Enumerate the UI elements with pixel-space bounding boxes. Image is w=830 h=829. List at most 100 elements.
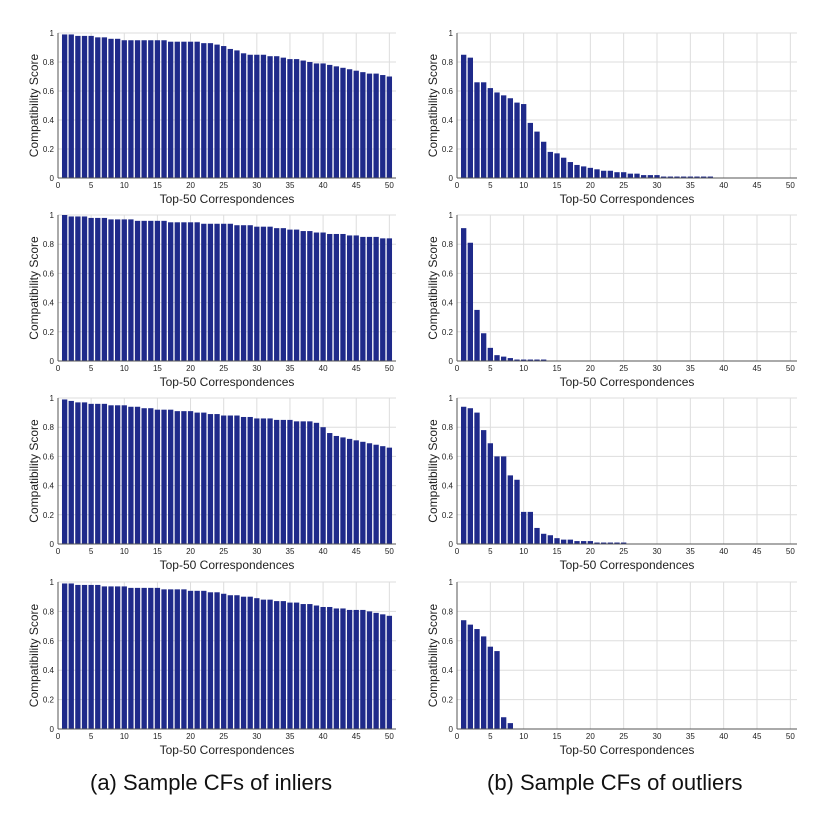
bar [227, 415, 233, 544]
bar [474, 412, 480, 544]
y-tick-label: 1 [449, 29, 454, 38]
bar [68, 216, 74, 361]
bar [521, 359, 527, 361]
y-tick-label: 0.4 [43, 482, 55, 491]
bar [161, 40, 167, 178]
bar [293, 602, 300, 729]
bar [534, 527, 540, 544]
y-tick-label: 0.4 [442, 299, 454, 308]
bar [88, 584, 94, 729]
bar [194, 590, 200, 729]
bar [574, 541, 580, 544]
bar [254, 54, 260, 178]
x-tick-label: 40 [319, 732, 328, 741]
bar [467, 624, 473, 729]
bar [607, 542, 613, 544]
bar [474, 629, 480, 729]
x-tick-label: 45 [753, 181, 762, 190]
bar [386, 76, 393, 178]
bar [494, 651, 500, 729]
bar [181, 222, 187, 361]
bar [373, 236, 379, 361]
x-tick-label: 0 [56, 732, 61, 741]
bar [114, 219, 121, 361]
x-tick-label: 0 [56, 364, 61, 373]
bar [567, 539, 573, 544]
bar [267, 418, 273, 544]
bar [234, 595, 240, 729]
y-tick-label: 0.2 [442, 145, 454, 154]
x-tick-label: 30 [252, 547, 261, 556]
x-tick-label: 10 [519, 547, 528, 556]
bar [194, 222, 200, 361]
x-tick-label: 5 [89, 547, 94, 556]
bar [108, 586, 114, 729]
y-tick-label: 0.6 [43, 637, 55, 646]
bar [81, 402, 88, 544]
x-tick-label: 40 [719, 547, 728, 556]
bar [214, 223, 220, 361]
x-tick-label: 30 [252, 732, 261, 741]
y-tick-label: 0.8 [43, 58, 55, 67]
bar [366, 443, 373, 544]
y-tick-label: 0.2 [442, 328, 454, 337]
chart-inliers-4: 00.20.40.60.810 5 10 15 20 25 30 35 40 45 50Top-50… [27, 578, 396, 757]
bar [214, 44, 220, 178]
x-tick-label: 50 [385, 364, 394, 373]
bar [201, 412, 207, 544]
bar [333, 66, 340, 178]
bar [601, 170, 607, 178]
x-tick-label: 25 [219, 181, 228, 190]
bar [75, 35, 81, 179]
x-tick-label: 15 [553, 364, 562, 373]
y-tick-label: 0 [50, 725, 55, 734]
x-tick-label: 35 [686, 364, 695, 373]
y-axis-label: Compatibility Score [27, 419, 41, 523]
bar [280, 228, 286, 361]
bar [174, 411, 180, 544]
bar [561, 157, 567, 178]
bar [333, 233, 340, 361]
bar [95, 403, 101, 544]
y-tick-label: 1 [449, 211, 454, 220]
y-tick-label: 0.8 [43, 423, 55, 432]
x-tick-label: 25 [619, 181, 628, 190]
bar [81, 35, 88, 179]
y-tick-label: 0.2 [43, 511, 55, 520]
x-tick-label: 0 [56, 181, 61, 190]
x-tick-label: 20 [586, 364, 595, 373]
x-tick-label: 25 [619, 732, 628, 741]
bar [567, 162, 573, 178]
x-tick-label: 35 [286, 364, 295, 373]
bar [88, 217, 94, 361]
bar [108, 219, 114, 361]
bar [487, 88, 493, 178]
chart-inliers-3: 00.20.40.60.810 5 10 15 20 25 30 35 40 45 50Top-50… [27, 394, 396, 572]
bar [327, 233, 333, 361]
bar [380, 446, 386, 544]
x-tick-label: 10 [519, 732, 528, 741]
bar [494, 92, 500, 178]
bar [121, 586, 127, 729]
bar [68, 34, 74, 179]
bar [300, 231, 306, 361]
bar [474, 309, 480, 361]
bar [333, 435, 340, 544]
y-tick-label: 0.2 [43, 328, 55, 337]
x-tick-label: 30 [653, 364, 662, 373]
bar [366, 611, 373, 729]
y-tick-label: 0.4 [43, 666, 55, 675]
y-tick-label: 0.6 [43, 452, 55, 461]
bar [194, 412, 200, 544]
x-axis-label: Top-50 Correspondences [160, 375, 295, 389]
bar [207, 414, 214, 544]
y-tick-label: 0.8 [43, 607, 55, 616]
x-tick-label: 35 [286, 732, 295, 741]
bar [554, 538, 560, 544]
bar [594, 542, 600, 544]
bar [75, 402, 81, 544]
x-tick-label: 0 [455, 364, 460, 373]
bar [234, 225, 240, 361]
bar [634, 173, 640, 178]
